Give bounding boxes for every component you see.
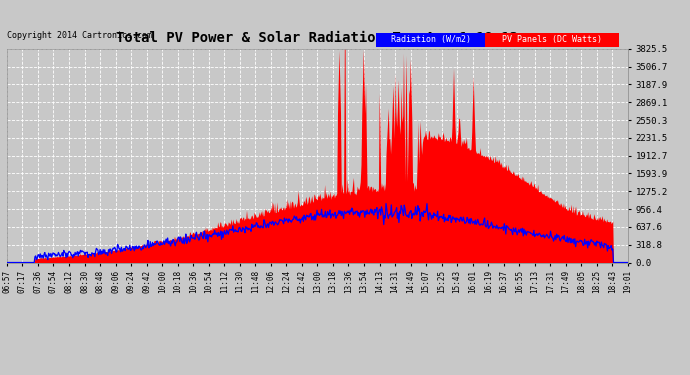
FancyBboxPatch shape [485,33,618,46]
Text: Copyright 2014 Cartronics.com: Copyright 2014 Cartronics.com [7,31,152,40]
Text: PV Panels (DC Watts): PV Panels (DC Watts) [502,35,602,44]
FancyBboxPatch shape [377,33,485,46]
Title: Total PV Power & Solar Radiation Tue Apr 1 19:13: Total PV Power & Solar Radiation Tue Apr… [117,31,518,45]
Text: Radiation (W/m2): Radiation (W/m2) [391,35,471,44]
